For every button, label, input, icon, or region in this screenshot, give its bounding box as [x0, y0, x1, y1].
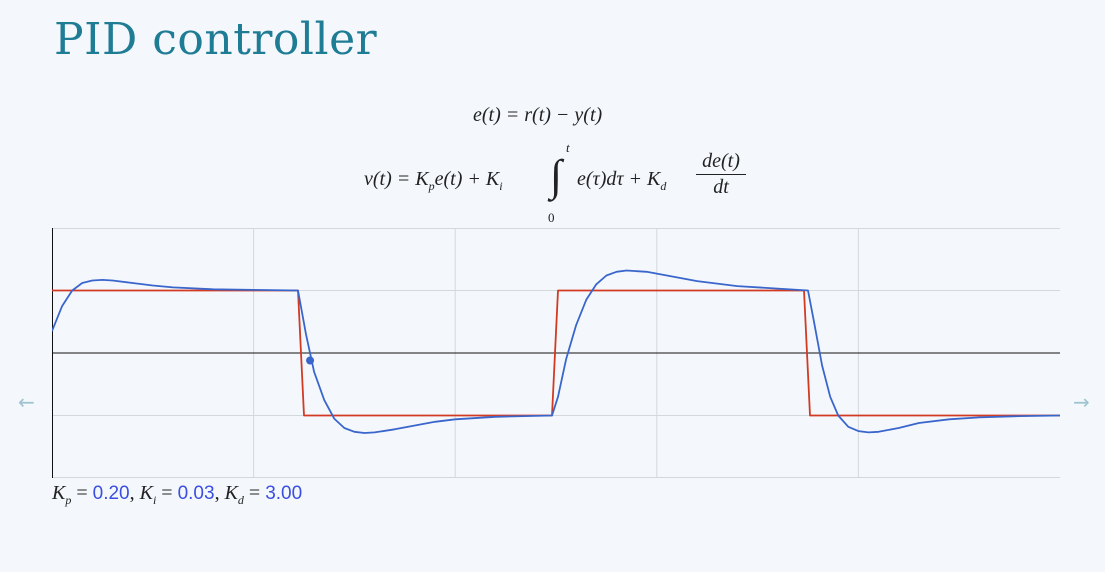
integral-sign: ∫	[550, 151, 563, 200]
current-point-marker	[306, 356, 315, 365]
control-equation: v(t) = Kpe(t) + Ki ∫ t 0 e(τ)dτ + Kd de(…	[364, 140, 784, 230]
derivative-numerator: de(t)	[696, 150, 746, 175]
gain-parameters: Kp = 0.20, Ki = 0.03, Kd = 3.00	[52, 482, 303, 507]
setpoint-series-line	[52, 289, 1060, 417]
kp-value[interactable]: 0.20	[92, 483, 130, 504]
response-chart[interactable]	[51, 228, 1061, 482]
control-equation-lhs: v(t) = Kpe(t) + Ki	[364, 168, 503, 193]
integral-lower-limit: 0	[548, 210, 555, 225]
kd-label: Kd	[224, 482, 244, 507]
integral-upper-limit: t	[566, 140, 570, 155]
ki-value[interactable]: 0.03	[177, 483, 215, 504]
ki-label: Ki	[139, 482, 157, 507]
output-series-line	[51, 269, 1061, 434]
error-equation: e(t) = r(t) − y(t)	[473, 104, 603, 126]
prev-slide-arrow-icon[interactable]: ←	[18, 390, 35, 414]
slide-title: PID controller	[54, 14, 378, 65]
next-slide-arrow-icon[interactable]: →	[1073, 390, 1090, 414]
response-chart-svg[interactable]	[51, 228, 1061, 478]
derivative-fraction: de(t) dt	[696, 150, 746, 199]
kp-label: Kp	[52, 482, 72, 507]
integrand: e(τ)dτ + Kd	[577, 168, 667, 193]
kd-value[interactable]: 3.00	[265, 483, 303, 504]
derivative-denominator: dt	[713, 176, 729, 198]
